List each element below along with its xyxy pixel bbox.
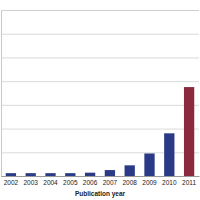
grid-line bbox=[1, 10, 199, 11]
bar bbox=[45, 173, 55, 176]
bar bbox=[6, 173, 16, 176]
bar bbox=[144, 153, 154, 176]
x-tick-label: 2002 bbox=[4, 179, 19, 186]
bar bbox=[125, 165, 135, 176]
plot: 2002 2003 2004 2005 2006 2007 2008 2009 2010 2011 bbox=[1, 11, 200, 186]
x-tick-label: 2008 bbox=[122, 179, 137, 186]
grid-line bbox=[1, 34, 199, 35]
x-tick-label: 2003 bbox=[23, 179, 38, 186]
bars bbox=[6, 87, 194, 176]
y-tick bbox=[1, 10, 199, 11]
bar bbox=[65, 173, 75, 176]
x-tick: 2002 bbox=[4, 176, 19, 186]
x-axis-title: Publication year bbox=[75, 190, 126, 198]
y-tick bbox=[1, 81, 199, 82]
bar bbox=[164, 133, 174, 176]
x-axis: 2002 2003 2004 2005 2006 2007 2008 2009 2010 2011 bbox=[2, 176, 200, 186]
grid-line bbox=[1, 129, 199, 130]
x-tick-label: 2011 bbox=[182, 179, 196, 186]
grid-line bbox=[1, 81, 199, 82]
x-tick: 2011 bbox=[182, 176, 196, 186]
bar bbox=[184, 87, 194, 176]
x-tick-label: 2007 bbox=[103, 179, 118, 186]
y-tick bbox=[1, 105, 199, 106]
x-tick: 2005 bbox=[63, 176, 78, 186]
y-tick bbox=[1, 57, 199, 58]
x-tick: 2007 bbox=[103, 176, 118, 186]
y-axis-line bbox=[2, 11, 200, 177]
y-tick bbox=[1, 34, 199, 35]
grid-line bbox=[1, 176, 199, 177]
y-tick bbox=[1, 176, 199, 177]
x-tick-label: 2010 bbox=[162, 179, 177, 186]
y-axis bbox=[1, 11, 199, 177]
bar bbox=[85, 173, 95, 176]
chart: 2002 2003 2004 2005 2006 2007 2008 2009 2010 2011… bbox=[0, 0, 200, 200]
x-tick: 2004 bbox=[43, 176, 58, 186]
x-axis-line bbox=[2, 176, 200, 177]
x-tick-label: 2009 bbox=[142, 179, 157, 186]
x-tick-label: 2005 bbox=[63, 179, 78, 186]
grid-line bbox=[1, 57, 199, 58]
y-tick bbox=[1, 129, 199, 130]
x-tick: 2010 bbox=[162, 176, 177, 186]
x-tick-label: 2004 bbox=[43, 179, 58, 186]
x-tick: 2003 bbox=[23, 176, 38, 186]
x-tick: 2006 bbox=[83, 176, 98, 186]
x-tick: 2009 bbox=[142, 176, 157, 186]
x-tick-label: 2006 bbox=[83, 179, 98, 186]
bar bbox=[105, 170, 115, 176]
grid-line bbox=[1, 105, 199, 106]
bar bbox=[26, 173, 36, 176]
x-tick: 2008 bbox=[122, 176, 137, 186]
